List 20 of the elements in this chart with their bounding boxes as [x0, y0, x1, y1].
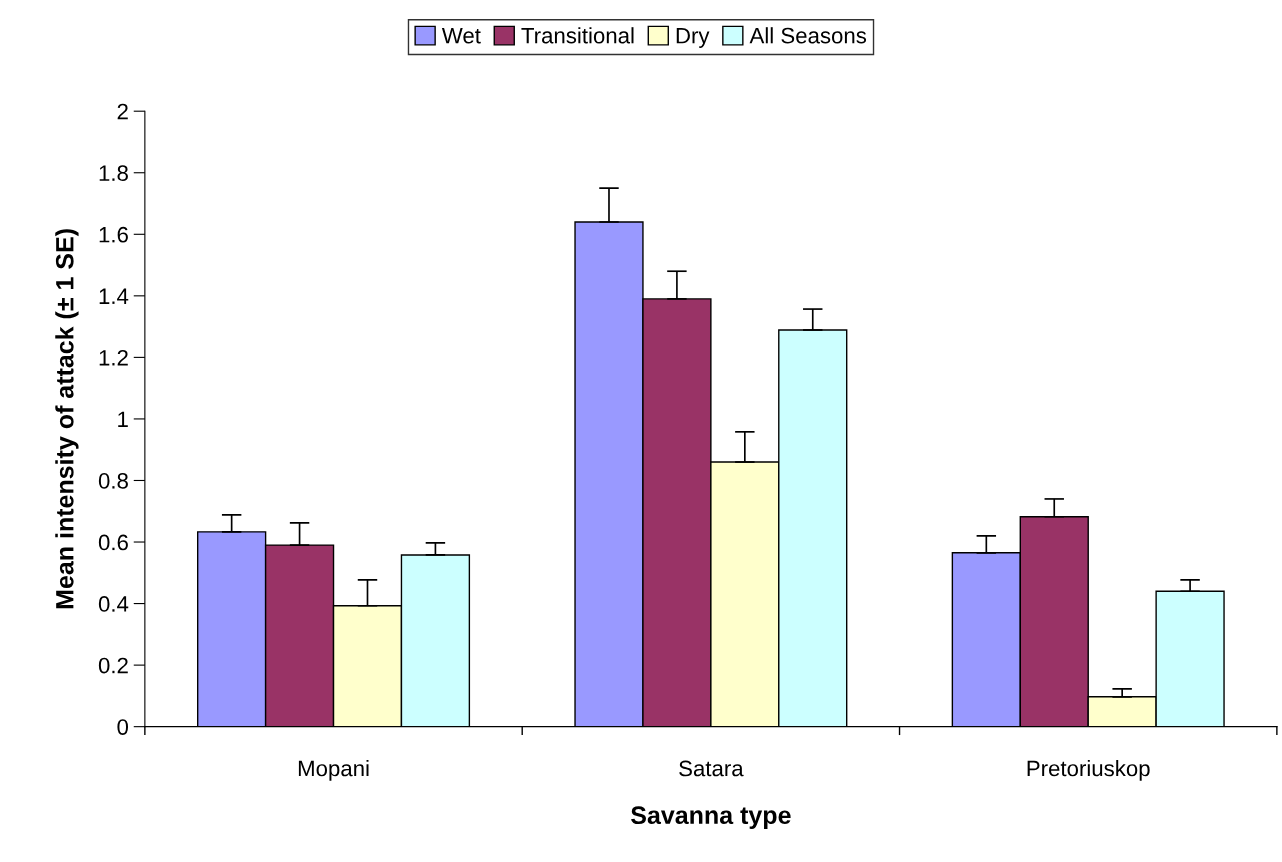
x-tick-label: Satara: [679, 760, 744, 777]
x-axis-title: Savanna type: [631, 806, 791, 830]
legend-label: All Seasons: [749, 27, 867, 44]
legend-label: Transitional: [521, 27, 634, 44]
y-tick-label: 0.2: [98, 657, 128, 674]
x-tick-label: Mopani: [298, 760, 369, 781]
y-axis-title: Mean intensity of attack (± 1 SE): [55, 229, 79, 609]
y-tick-label: 1.6: [99, 226, 128, 243]
y-tick-label: 0.4: [98, 596, 129, 612]
y-tick-label: 1.2: [99, 349, 128, 366]
x-tick-label: Pretoriuskop: [1027, 760, 1150, 781]
legend-label: Dry: [676, 28, 710, 48]
y-tick-label: 1: [118, 411, 128, 427]
y-tick-label: 0.8: [98, 473, 128, 489]
y-tick-label: 1.4: [99, 288, 129, 304]
legend-label: Wet: [441, 28, 481, 44]
y-tick-label: 0.6: [98, 534, 128, 551]
y-tick-label: 2: [117, 103, 128, 120]
y-tick-label: 1.8: [99, 165, 128, 182]
y-tick-label: 0: [117, 719, 129, 735]
